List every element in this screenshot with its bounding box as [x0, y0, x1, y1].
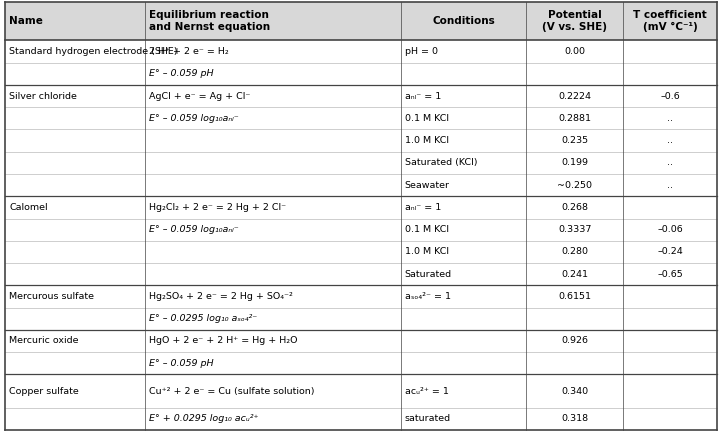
Text: pH = 0: pH = 0 [405, 47, 438, 56]
Text: T coefficient
(mV °C⁻¹): T coefficient (mV °C⁻¹) [633, 10, 707, 32]
Text: aₙₗ⁻ = 1: aₙₗ⁻ = 1 [405, 203, 441, 212]
Text: Mercuric oxide: Mercuric oxide [9, 337, 79, 346]
Text: ..: .. [667, 114, 673, 123]
Text: 0.6151: 0.6151 [558, 292, 591, 301]
Text: E° – 0.0295 log₁₀ aₛₒ₄²⁻: E° – 0.0295 log₁₀ aₛₒ₄²⁻ [149, 314, 257, 323]
Text: –0.24: –0.24 [657, 248, 683, 257]
Text: E° – 0.059 pH: E° – 0.059 pH [149, 359, 213, 368]
Text: Saturated (KCl): Saturated (KCl) [405, 159, 477, 167]
Text: 2 H⁺ + 2 e⁻ = H₂: 2 H⁺ + 2 e⁻ = H₂ [149, 47, 228, 56]
Text: 1.0 M KCl: 1.0 M KCl [405, 248, 449, 257]
Text: Calomel: Calomel [9, 203, 48, 212]
Text: 0.280: 0.280 [561, 248, 588, 257]
Text: E° – 0.059 log₁₀aₙₗ⁻: E° – 0.059 log₁₀aₙₗ⁻ [149, 225, 238, 234]
Text: –0.6: –0.6 [660, 92, 680, 101]
Text: HgO + 2 e⁻ + 2 H⁺ = Hg + H₂O: HgO + 2 e⁻ + 2 H⁺ = Hg + H₂O [149, 337, 297, 346]
Text: Seawater: Seawater [405, 181, 450, 190]
Text: Cu⁺² + 2 e⁻ = Cu (sulfate solution): Cu⁺² + 2 e⁻ = Cu (sulfate solution) [149, 387, 314, 396]
Text: saturated: saturated [405, 414, 451, 423]
Text: 0.241: 0.241 [561, 270, 588, 279]
Text: 0.268: 0.268 [561, 203, 588, 212]
Text: E° – 0.059 log₁₀aₙₗ⁻: E° – 0.059 log₁₀aₙₗ⁻ [149, 114, 238, 123]
Text: E° – 0.059 pH: E° – 0.059 pH [149, 70, 213, 78]
Text: Saturated: Saturated [405, 270, 452, 279]
Text: 1.0 M KCl: 1.0 M KCl [405, 136, 449, 145]
Text: Copper sulfate: Copper sulfate [9, 387, 79, 396]
Text: 0.340: 0.340 [561, 387, 588, 396]
Text: Equilibrium reaction
and Nernst equation: Equilibrium reaction and Nernst equation [149, 10, 270, 32]
Bar [5, 2, 717, 41]
Text: 0.926: 0.926 [561, 337, 588, 346]
Text: AgCl + e⁻ = Ag + Cl⁻: AgCl + e⁻ = Ag + Cl⁻ [149, 92, 250, 101]
Text: ~0.250: ~0.250 [557, 181, 592, 190]
Text: 0.2881: 0.2881 [558, 114, 591, 123]
Text: aₙₗ⁻ = 1: aₙₗ⁻ = 1 [405, 92, 441, 101]
Text: Mercurous sulfate: Mercurous sulfate [9, 292, 94, 301]
Text: 0.00: 0.00 [564, 47, 585, 56]
Text: ..: .. [667, 159, 673, 167]
Text: aₛₒ₄²⁻ = 1: aₛₒ₄²⁻ = 1 [405, 292, 451, 301]
Text: 0.1 M KCl: 0.1 M KCl [405, 114, 449, 123]
Text: Name: Name [9, 16, 43, 26]
Text: 0.1 M KCl: 0.1 M KCl [405, 225, 449, 234]
Text: Hg₂Cl₂ + 2 e⁻ = 2 Hg + 2 Cl⁻: Hg₂Cl₂ + 2 e⁻ = 2 Hg + 2 Cl⁻ [149, 203, 286, 212]
Text: Silver chloride: Silver chloride [9, 92, 77, 101]
Text: Standard hydrogen electrode (SHE): Standard hydrogen electrode (SHE) [9, 47, 178, 56]
Text: ..: .. [667, 136, 673, 145]
Text: –0.06: –0.06 [657, 225, 683, 234]
Text: 0.235: 0.235 [561, 136, 588, 145]
Text: ..: .. [667, 181, 673, 190]
Text: 0.199: 0.199 [561, 159, 588, 167]
Text: 0.3337: 0.3337 [558, 225, 591, 234]
Text: Hg₂SO₄ + 2 e⁻ = 2 Hg + SO₄⁻²: Hg₂SO₄ + 2 e⁻ = 2 Hg + SO₄⁻² [149, 292, 292, 301]
Text: aᴄᵤ²⁺ = 1: aᴄᵤ²⁺ = 1 [405, 387, 449, 396]
Text: Conditions: Conditions [432, 16, 495, 26]
Text: 0.318: 0.318 [561, 414, 588, 423]
Text: 0.2224: 0.2224 [558, 92, 591, 101]
Text: E° + 0.0295 log₁₀ aᴄᵤ²⁺: E° + 0.0295 log₁₀ aᴄᵤ²⁺ [149, 414, 258, 423]
Text: –0.65: –0.65 [657, 270, 683, 279]
Text: Potential
(V vs. SHE): Potential (V vs. SHE) [542, 10, 607, 32]
